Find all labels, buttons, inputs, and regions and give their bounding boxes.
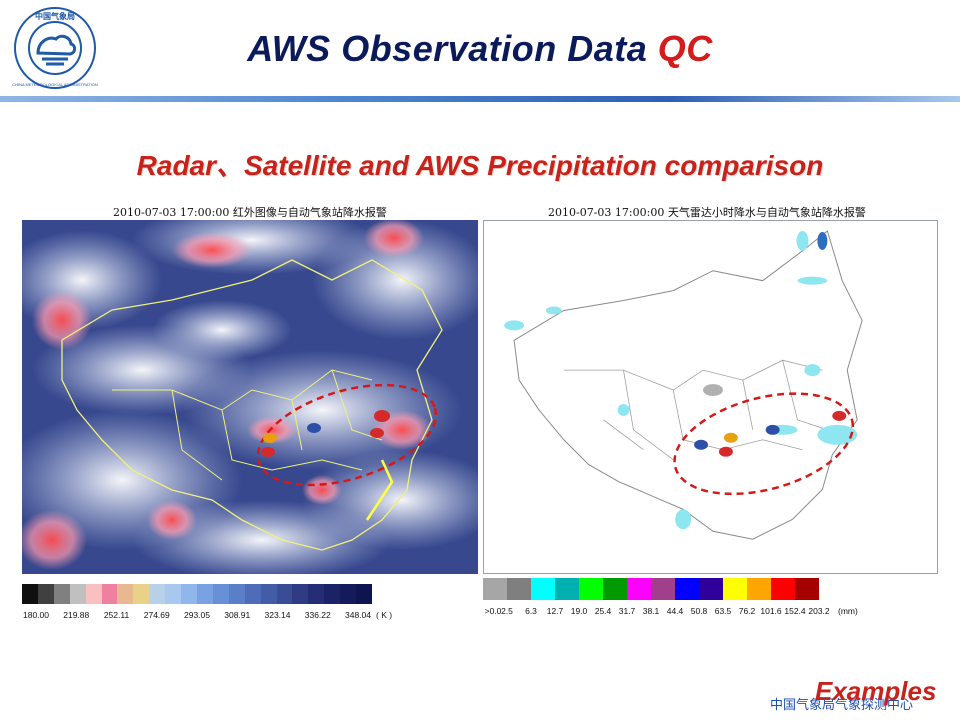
precipitation-tick-label: 6.3 [525, 606, 537, 616]
precipitation-tick-label: 25.4 [594, 606, 612, 616]
temperature-legend-ticks: 180.00 219.88 252.11 274.69 293.05 308.91 323.… [22, 610, 372, 622]
right-caption: 2010-07-03 17:00:00 天气雷达小时降水与自动气象站降水报警 [548, 204, 866, 220]
title-accent: QC [657, 28, 713, 69]
precipitation-tick-label: 19.0 [570, 606, 588, 616]
precipitation-legend-swatch [795, 578, 819, 600]
temperature-tick-label: 219.88 [63, 610, 90, 620]
temperature-legend-bar [22, 584, 372, 604]
temperature-tick-label: 336.22 [304, 610, 331, 620]
precipitation-tick-label: 12.7 [546, 606, 564, 616]
left-caption-time: 2010-07-03 17:00:00 [113, 206, 230, 219]
precipitation-legend-swatch [699, 578, 723, 600]
satellite-infrared-map [22, 220, 478, 574]
left-caption: 2010-07-03 17:00:00 红外图像与自动气象站降水报警 [113, 204, 387, 220]
temperature-legend-unit: ( K ) [376, 610, 393, 620]
precipitation-tick-label: 2.5 [501, 606, 513, 616]
temperature-tick-label: 348.04 [345, 610, 371, 620]
title-main: AWS Observation Data [247, 28, 658, 69]
precipitation-legend-swatch [579, 578, 603, 600]
precipitation-tick-label: 76.2 [738, 606, 756, 616]
temperature-tick-label: 323.14 [264, 610, 291, 620]
precipitation-legend-swatch [747, 578, 771, 600]
precipitation-legend-swatch [555, 578, 579, 600]
right-caption-text: 天气雷达小时降水与自动气象站降水报警 [667, 206, 866, 219]
page-title: AWS Observation Data QC [0, 28, 960, 70]
precipitation-legend-swatch [603, 578, 627, 600]
examples-label: Examples [815, 676, 937, 706]
precipitation-tick-label: 50.8 [690, 606, 708, 616]
logo-ring-text: CHINA METEOROLOGICAL ADMINISTRATION [12, 82, 98, 87]
cma-logo: 中国气象局 CHINA METEOROLOGICAL ADMINISTRATIO… [12, 7, 98, 89]
precipitation-tick-label: >0.0 [484, 606, 502, 616]
precipitation-tick-label: 44.4 [666, 606, 684, 616]
right-caption-time: 2010-07-03 17:00:00 [548, 206, 665, 219]
radar-precipitation-map [483, 220, 938, 574]
precipitation-legend-ticks: >0.0 2.5 6.3 12.7 19.0 25.4 31.7 38.1 44.4 50.8 63… [483, 606, 830, 618]
precipitation-legend-swatch [627, 578, 651, 600]
precipitation-tick-label: 152.4 [784, 606, 806, 616]
precipitation-legend-swatch [507, 578, 531, 600]
logo-top-text: 中国气象局 [35, 11, 75, 21]
precipitation-tick-label: 63.5 [714, 606, 732, 616]
temperature-tick-label: 180.00 [23, 610, 49, 620]
header-divider [0, 96, 960, 102]
precipitation-legend-swatch [483, 578, 507, 600]
temperature-tick-label: 274.69 [143, 610, 170, 620]
temperature-tick-label: 308.91 [224, 610, 251, 620]
temperature-tick-label: 293.05 [184, 610, 210, 620]
precipitation-tick-label: 203.2 [808, 606, 830, 616]
precipitation-legend-unit: (mm) [838, 606, 858, 616]
temperature-tick-label: 252.11 [103, 610, 130, 620]
precipitation-legend-swatch [651, 578, 675, 600]
precipitation-tick-label: 101.6 [760, 606, 782, 616]
precipitation-tick-label: 38.1 [642, 606, 660, 616]
left-caption-text: 红外图像与自动气象站降水报警 [232, 206, 387, 219]
precipitation-tick-label: 31.7 [618, 606, 636, 616]
slide-subtitle: Radar、Satellite and AWS Precipitation co… [136, 150, 824, 181]
precipitation-legend-bar [483, 578, 819, 600]
precipitation-legend-swatch [675, 578, 699, 600]
precipitation-legend-swatch [531, 578, 555, 600]
precipitation-legend-swatch [723, 578, 747, 600]
organization-footer: 中国气象局气象探测中心 [770, 697, 914, 712]
precipitation-legend-swatch [771, 578, 795, 600]
